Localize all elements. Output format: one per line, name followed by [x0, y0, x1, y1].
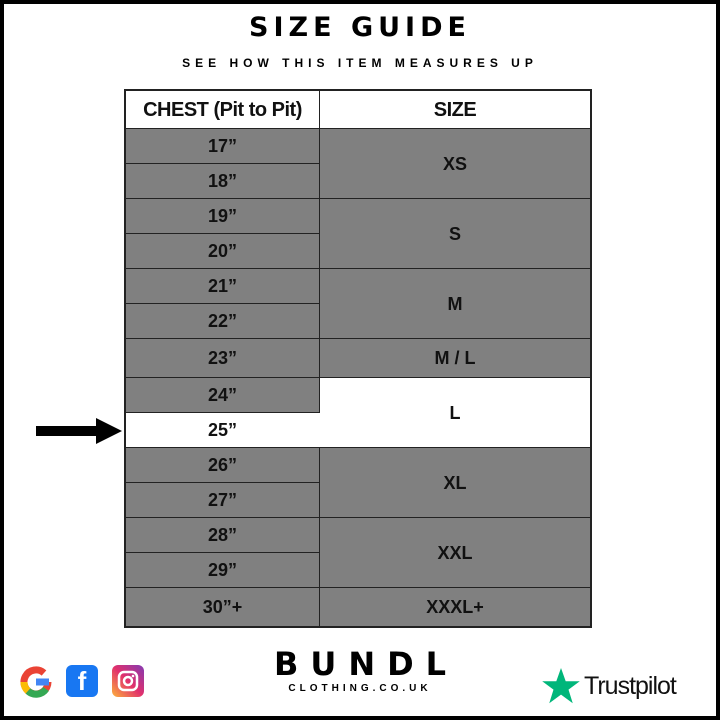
size-cell: XXXL+	[319, 587, 592, 628]
trustpilot-label: Trustpilot	[584, 672, 677, 700]
size-cell: XS	[319, 128, 592, 199]
google-icon[interactable]	[20, 665, 52, 699]
size-cell: M / L	[319, 338, 592, 378]
size-table: CHEST (Pit to Pit) SIZE 17” XS 18” 19” S 20…	[124, 89, 592, 628]
chest-cell-highlighted: 25”	[124, 412, 320, 448]
size-cell-highlighted: L	[319, 377, 592, 448]
chest-cell: 22”	[124, 303, 320, 339]
chest-cell: 23”	[124, 338, 320, 378]
chest-cell: 24”	[124, 377, 320, 413]
arrow-right-icon	[36, 418, 122, 444]
trustpilot-logo[interactable]: Trustpilot	[542, 668, 677, 704]
page-title: SIZE GUIDE	[249, 12, 471, 43]
header-size: SIZE	[319, 89, 592, 129]
chest-cell: 17”	[124, 128, 320, 164]
header-chest: CHEST (Pit to Pit)	[124, 89, 320, 129]
facebook-icon[interactable]: f	[66, 665, 98, 697]
brand-url: CLOTHING.CO.UK	[288, 683, 432, 694]
chest-cell: 27”	[124, 482, 320, 518]
star-icon	[542, 668, 580, 704]
instagram-icon[interactable]	[112, 665, 144, 697]
chest-cell: 26”	[124, 447, 320, 483]
chest-cell: 20”	[124, 233, 320, 269]
size-cell: XXL	[319, 517, 592, 588]
size-cell: S	[319, 198, 592, 269]
size-cell: XL	[319, 447, 592, 518]
chest-cell: 28”	[124, 517, 320, 553]
chest-cell: 29”	[124, 552, 320, 588]
chest-cell: 18”	[124, 163, 320, 199]
chest-cell: 19”	[124, 198, 320, 234]
page-subtitle: SEE HOW THIS ITEM MEASURES UP	[182, 56, 538, 70]
brand-name: BUNDL	[273, 645, 459, 683]
size-cell: M	[319, 268, 592, 339]
chest-cell: 21”	[124, 268, 320, 304]
chest-cell: 30”+	[124, 587, 320, 628]
brand-logo: BUNDL CLOTHING.CO.UK	[260, 646, 460, 695]
